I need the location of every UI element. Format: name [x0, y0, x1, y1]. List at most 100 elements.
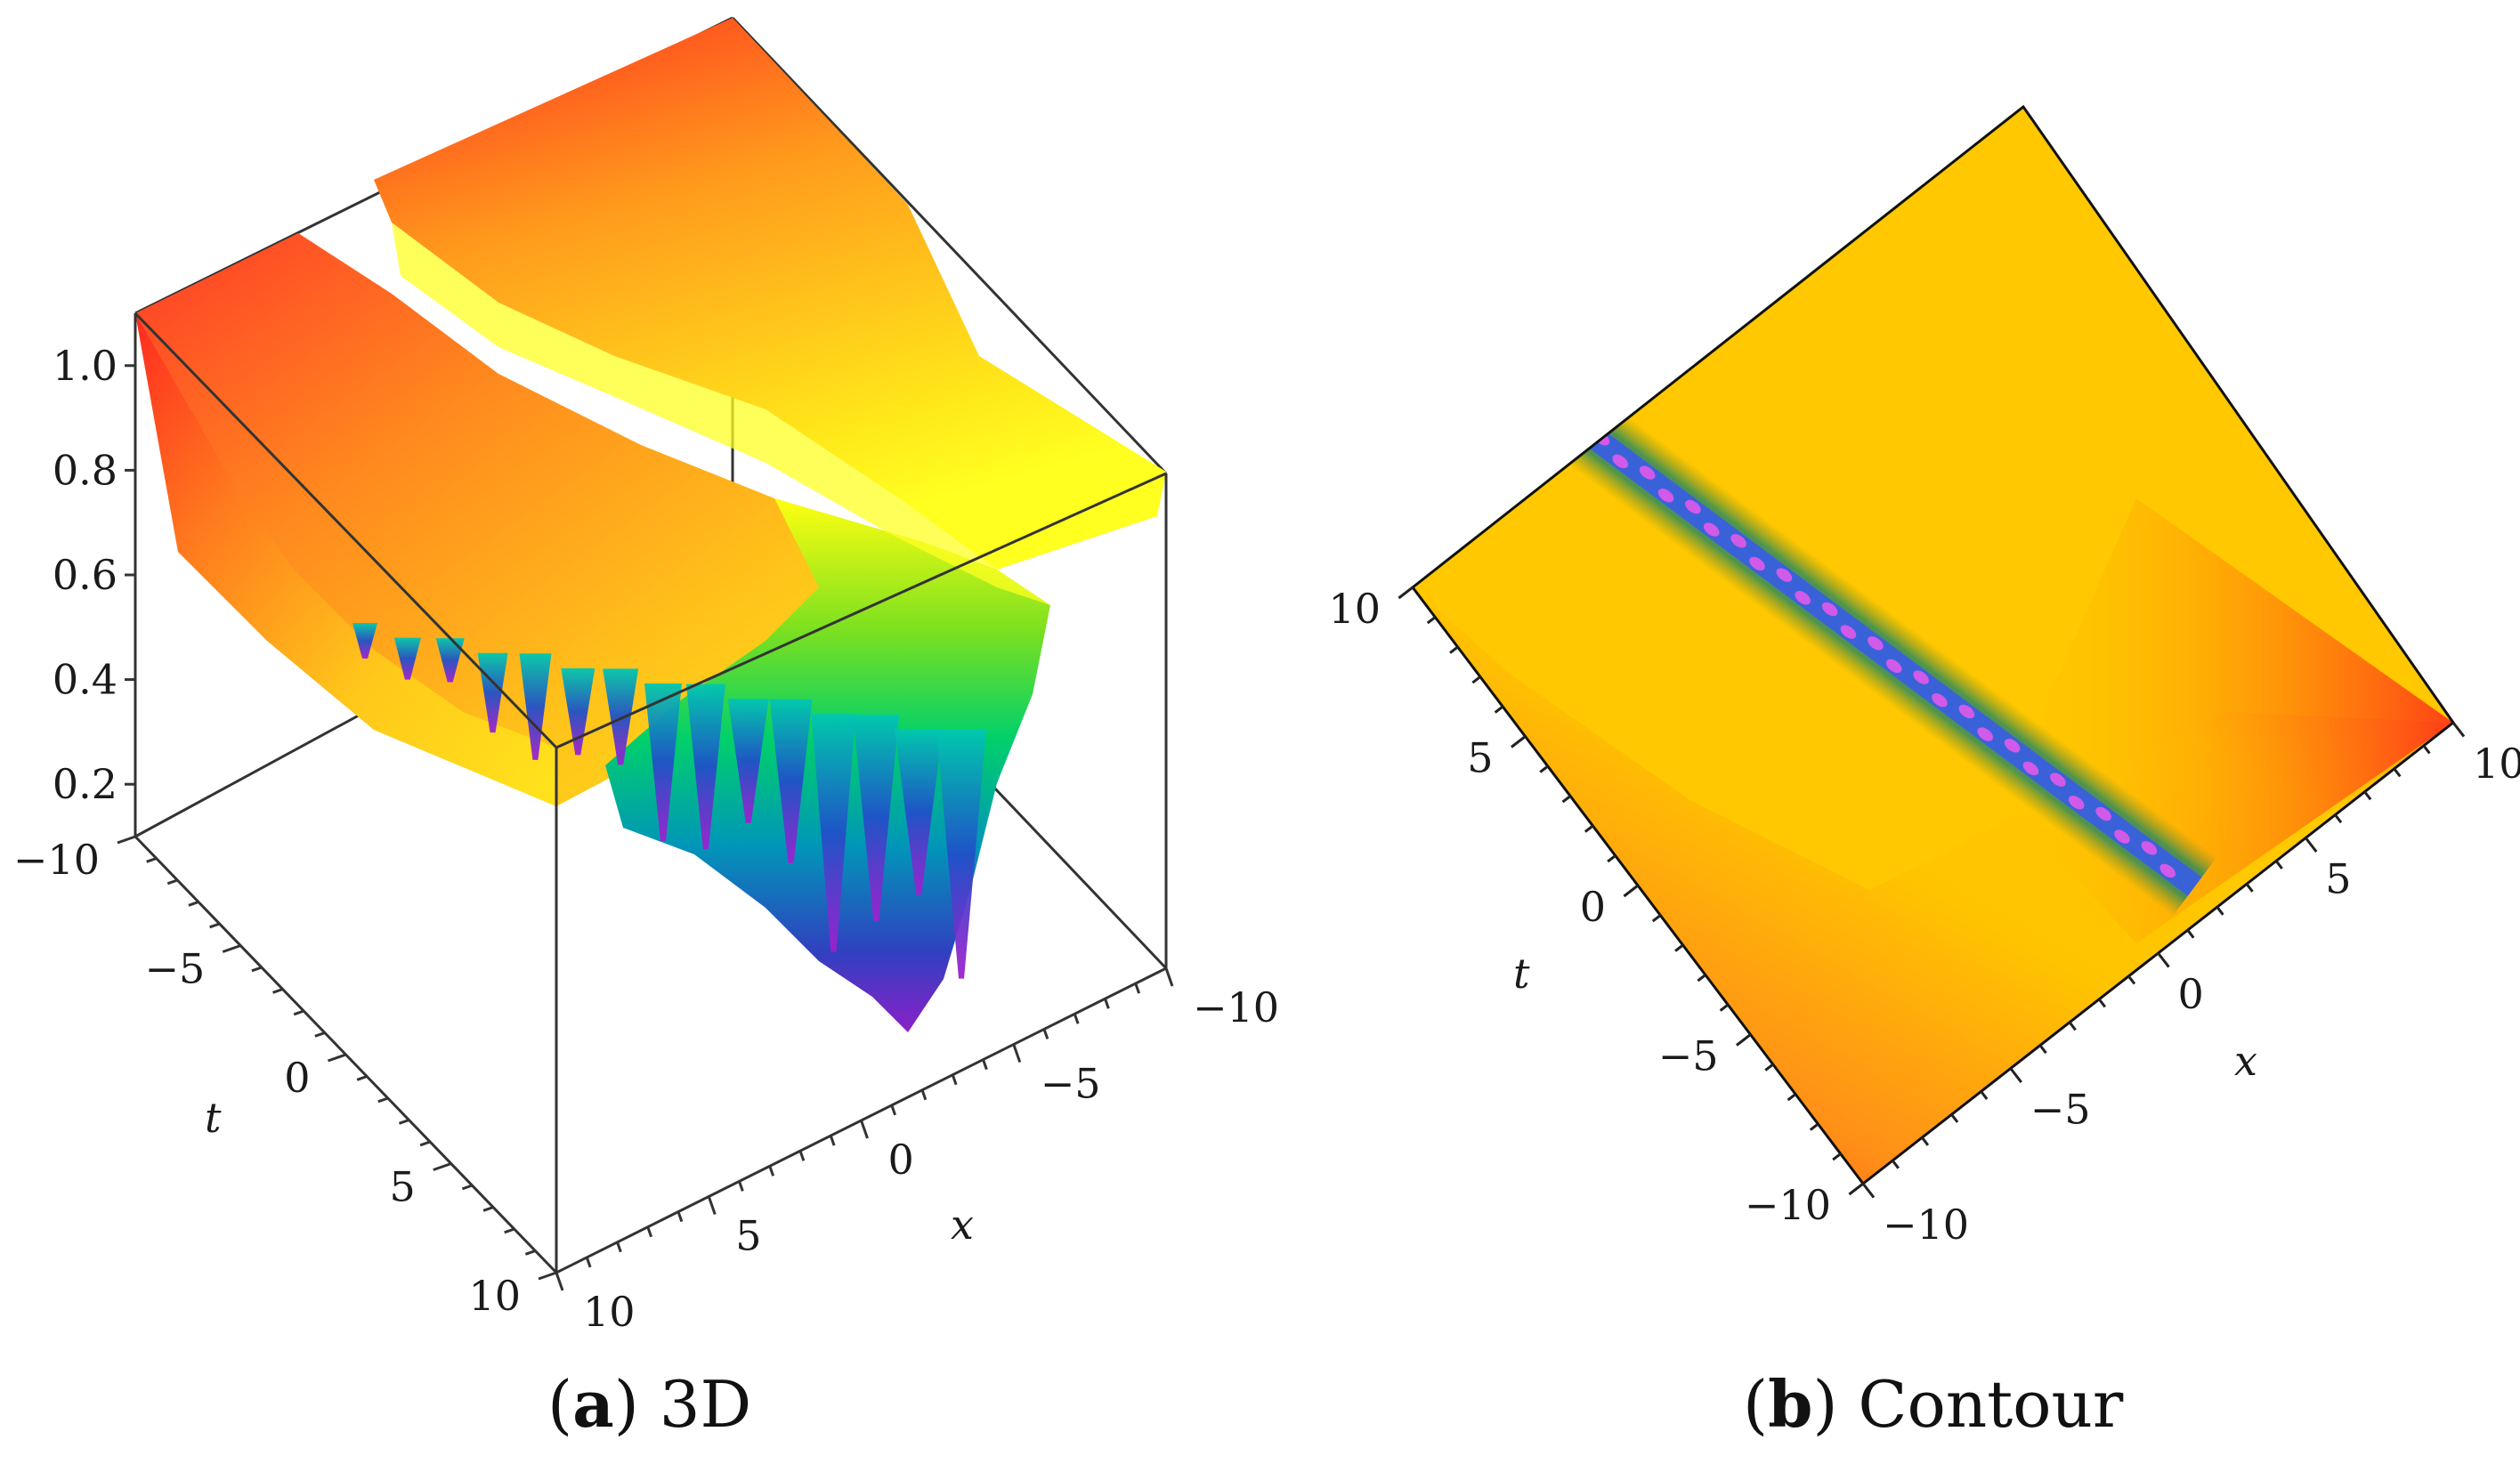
t-tick-label-contour: 10: [1328, 585, 1381, 633]
band-oscillation-dot: [1977, 727, 1993, 741]
x-tick-mark: [646, 1226, 653, 1238]
t-tick-mark-contour: [1426, 616, 1437, 625]
x-axis-label: x: [951, 1201, 974, 1249]
caption-a: (a) 3D: [547, 1366, 752, 1442]
t-tick-label: −5: [144, 945, 205, 993]
t-tick-label-contour: −10: [1745, 1181, 1831, 1229]
x-tick-mark-contour: [2186, 929, 2195, 939]
x-tick-mark: [1164, 967, 1174, 987]
caption-a-text: 3D: [659, 1367, 752, 1442]
z-tick-label: 0.8: [53, 446, 117, 494]
band-oscillation-dot: [1749, 556, 1765, 571]
x-tick-mark-contour: [2305, 837, 2318, 853]
t-tick-mark-contour: [1607, 854, 1617, 863]
t-tick-mark: [524, 1250, 536, 1256]
x-tick-label-contour: −5: [2030, 1086, 2091, 1134]
x-tick-mark: [860, 1120, 869, 1139]
x-tick-label: 5: [735, 1212, 761, 1260]
t-tick-label: −10: [13, 836, 100, 884]
panel-a-3d-surface: 0.2 0.4 0.6 0.8 1.0 −10 −5 0 5 10 −10 −5 0 5 10 t x: [13, 16, 1279, 1336]
band-oscillation-dot: [2050, 772, 2066, 787]
panel-b-contour: −10 −5 0 5 10 −10 −5 0 5 10 t x: [1328, 104, 2520, 1249]
caption-b: (b) Contour: [1743, 1366, 2124, 1442]
band-oscillation-dot: [1932, 693, 1948, 708]
trough-spike: [644, 683, 682, 842]
x-tick-label: 10: [583, 1288, 636, 1336]
band-oscillation-dot: [1730, 534, 1746, 548]
x-tick-mark-contour: [2363, 790, 2372, 801]
x-axis-ticks-contour: −10 −5 0 5 10: [1861, 722, 2520, 1249]
t-tick-mark: [146, 857, 158, 863]
x-tick-mark-contour: [1921, 1136, 1930, 1146]
trough-spike: [393, 637, 421, 680]
t-tick-mark: [419, 1140, 431, 1147]
surface-ridge: [392, 222, 1050, 605]
t-axis-ticks-contour: −10 −5 0 5 10: [1328, 585, 1864, 1229]
x-tick-mark-contour: [2038, 1044, 2047, 1055]
x-tick-label: −10: [1193, 983, 1279, 1031]
caption-a-letter: a: [572, 1366, 614, 1442]
t-tick-mark-contour: [1561, 795, 1572, 804]
x-tick-mark: [555, 1272, 564, 1291]
t-tick-mark: [504, 1227, 515, 1234]
x-tick-label-contour: −10: [1883, 1201, 1969, 1249]
t-tick-mark-contour: [1510, 735, 1527, 748]
t-tick-mark-contour: [1832, 1153, 1842, 1161]
t-tick-mark: [272, 988, 284, 994]
caption-b-letter: b: [1768, 1366, 1813, 1442]
trough-spike: [936, 730, 986, 979]
x-tick-label: −5: [1041, 1060, 1101, 1108]
t-tick-mark: [328, 1053, 346, 1063]
x-tick-mark: [677, 1211, 684, 1223]
t-tick-mark: [209, 922, 221, 929]
x-tick-mark-contour: [2245, 883, 2254, 893]
band-oscillation-dot: [1612, 454, 1629, 469]
t-tick-mark: [251, 966, 263, 973]
x-tick-mark-contour: [2274, 860, 2283, 869]
t-tick-mark: [482, 1206, 494, 1212]
x-tick-mark-contour: [1891, 1160, 1900, 1169]
z-tick-label: 0.2: [53, 760, 117, 808]
trough-spike: [352, 623, 377, 659]
x-tick-mark-contour: [2127, 975, 2136, 985]
x-tick-mark-contour: [2157, 952, 2170, 968]
t-tick-mark: [356, 1075, 368, 1081]
t-tick-label: 5: [389, 1163, 415, 1211]
t-tick-mark: [461, 1184, 473, 1191]
band-oscillation-dot: [2095, 806, 2111, 821]
x-tick-mark: [1134, 983, 1141, 994]
t-tick-label: 10: [468, 1272, 521, 1320]
trough-spike: [811, 714, 856, 952]
t-tick-mark-contour: [1674, 943, 1684, 952]
t-tick-mark: [314, 1031, 326, 1038]
x-tick-label-contour: 0: [2178, 970, 2204, 1018]
t-tick-mark-contour: [1848, 1182, 1864, 1196]
x-tick-mark: [1073, 1013, 1080, 1024]
trough-spike: [853, 714, 900, 921]
x-tick-mark-contour: [1950, 1113, 1959, 1123]
x-tick-label-contour: 5: [2325, 855, 2351, 903]
x-tick-mark-contour: [2334, 813, 2343, 824]
x-tick-mark-contour: [2068, 1021, 2077, 1031]
x-tick-mark: [829, 1135, 836, 1146]
t-tick-mark-contour: [1719, 1003, 1730, 1012]
surface-front-face: [135, 313, 556, 806]
band-oscillation-dot: [1840, 625, 1857, 639]
band-oscillation-dot: [1913, 670, 1929, 684]
t-tick-label-contour: 5: [1467, 734, 1493, 782]
x-tick-mark: [738, 1180, 744, 1192]
x-tick-mark: [1012, 1044, 1022, 1063]
x-tick-mark: [798, 1150, 806, 1161]
band-oscillation-dot: [2022, 761, 2039, 776]
t-tick-mark-contour: [1651, 914, 1662, 923]
band-oscillation-dot: [1639, 465, 1656, 480]
z-tick-label: 1.0: [53, 342, 117, 390]
t-tick-mark: [293, 1009, 304, 1016]
band-oscillation-dot: [2004, 739, 2021, 753]
z-tick-label: 0.6: [53, 551, 117, 599]
t-axis-ticks: −10 −5 0 5 10: [13, 835, 557, 1320]
trough-spike: [561, 667, 596, 756]
t-tick-mark: [398, 1119, 409, 1125]
t-tick-mark: [377, 1096, 389, 1104]
